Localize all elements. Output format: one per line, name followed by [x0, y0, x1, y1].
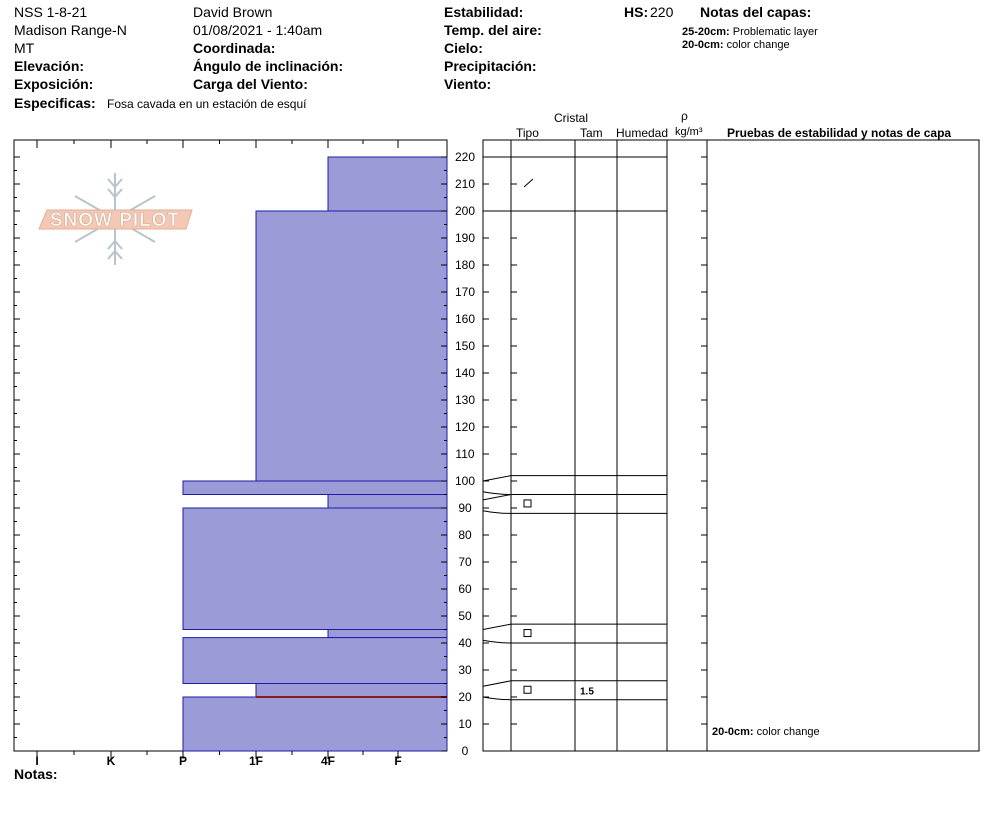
depth-connector: [482, 494, 512, 501]
y-tick-label: 20: [458, 690, 472, 704]
y-tick-label: 210: [455, 177, 475, 191]
y-tick-label: 200: [455, 204, 475, 218]
y-tick-label: 120: [455, 420, 475, 434]
y-tick-label: 70: [458, 555, 472, 569]
hs-label: HS:: [624, 4, 649, 20]
hardness-layer: [255, 210, 448, 482]
bottom-note-range: 20-0cm:: [712, 726, 754, 738]
wind-label: Viento:: [444, 76, 492, 92]
y-tick-label: 170: [455, 285, 475, 299]
depth-connector: [482, 491, 512, 495]
depth-connector: [482, 696, 512, 701]
y-tick-label: 90: [458, 501, 472, 515]
size-header: Tam: [580, 126, 603, 140]
y-tick-label: 60: [458, 582, 472, 596]
hardness-label: 4F: [321, 754, 335, 768]
type-header: Tipo: [516, 126, 539, 140]
density-unit-header: kg/m³: [675, 126, 703, 138]
crystal-table-frame: [482, 139, 980, 752]
coord-label: Coordinada:: [193, 40, 276, 56]
hardness-layer: [182, 507, 448, 630]
air-temp-label: Temp. del aire:: [444, 22, 542, 38]
y-tick-label: 150: [455, 339, 475, 353]
hardness-label: I: [35, 754, 38, 768]
hardness-layer: [255, 683, 448, 698]
y-tick-label: 80: [458, 528, 472, 542]
depth-connector: [482, 510, 512, 514]
y-tick-label: 140: [455, 366, 475, 380]
crystal-type-square: [523, 499, 532, 508]
hardness-label: K: [107, 754, 116, 768]
layer-notes-title: Notas del capas:: [700, 4, 812, 20]
y-tick-label: 0: [462, 744, 469, 758]
y-tick-label: 10: [458, 717, 472, 731]
depth-connector: [482, 623, 512, 630]
layer-note: 25-20cm: Problematic layer: [682, 24, 818, 40]
hardness-layer: [182, 696, 448, 752]
hardness-layer: [327, 494, 448, 509]
stability-label: Estabilidad:: [444, 4, 524, 20]
snowpilot-logo: SNOW PILOT: [38, 173, 193, 265]
hardness-layers: [182, 156, 448, 752]
y-tick-label: 190: [455, 231, 475, 245]
axis-ticks: 0 10 20 30 40 50 60 70 80 90 100 110 120 130 140 150 160…: [14, 140, 707, 768]
wind-load-label: Carga del Viento:: [193, 76, 308, 92]
elevation-label: Elevación:: [14, 58, 85, 74]
observer-name: David Brown: [193, 4, 273, 20]
y-tick-label: 40: [458, 636, 472, 650]
bottom-layer-note: 20-0cm: color change: [712, 724, 820, 740]
bottom-note-text: color change: [756, 726, 820, 738]
notes-label: Notas:: [14, 766, 58, 782]
sky-label: Cielo:: [444, 40, 483, 56]
precip-label: Precipitación:: [444, 58, 537, 74]
y-tick-label: 110: [455, 447, 474, 461]
rho-header: ρ: [681, 109, 688, 123]
depth-connector: [482, 639, 512, 644]
y-tick-label: 130: [455, 393, 475, 407]
layer-note-range: 25-20cm:: [682, 26, 730, 38]
y-tick-label: 220: [455, 150, 475, 164]
depth-connector: [482, 475, 512, 482]
layer-note-text: Problematic layer: [732, 26, 818, 38]
y-tick-label: 100: [455, 474, 475, 488]
hardness-layer: [327, 156, 448, 212]
logo-banner: [38, 209, 193, 230]
crystal-header: Cristal: [554, 111, 589, 125]
slope-label: Ángulo de inclinación:: [193, 58, 344, 74]
layer-note: 20-0cm: color change: [682, 37, 790, 53]
exposure-label: Exposición:: [14, 76, 94, 92]
site-name: NSS 1-8-21: [14, 4, 88, 20]
y-tick-label: 160: [455, 312, 475, 326]
y-tick-label: 50: [458, 609, 472, 623]
moisture-header: Humedad: [616, 126, 669, 140]
hardness-label: P: [179, 754, 187, 768]
range-name: Madison Range-N: [14, 22, 127, 38]
layer-note-range: 20-0cm:: [682, 39, 724, 51]
y-tick-label: 180: [455, 258, 475, 272]
hardness-layer: [182, 480, 448, 495]
hardness-layer: [327, 629, 448, 639]
hs-value: 220: [650, 4, 674, 20]
y-tick-label: 30: [458, 663, 472, 677]
specifics-label: Especificas:: [14, 95, 96, 111]
layer-note-text: color change: [726, 39, 790, 51]
depth-connector: [482, 680, 512, 687]
crystal-type-square: [523, 629, 532, 638]
hardness-label: F: [394, 754, 401, 768]
tests-header: Pruebas de estabilidad y notas de capa: [727, 126, 952, 140]
crystal-size: 1.5: [580, 686, 594, 697]
crystal-rows: 1.5: [482, 156, 667, 701]
hardness-layer: [182, 637, 448, 684]
observation-datetime: 01/08/2021 - 1:40am: [193, 22, 323, 38]
hardness-label: 1F: [249, 754, 263, 768]
logo-text: SNOW PILOT: [50, 210, 180, 231]
crystal-type-square: [523, 685, 532, 694]
crystal-type-facet: [523, 178, 534, 188]
specifics-value: Fosa cavada en un estación de esquí: [107, 97, 307, 111]
state-name: MT: [14, 40, 35, 56]
